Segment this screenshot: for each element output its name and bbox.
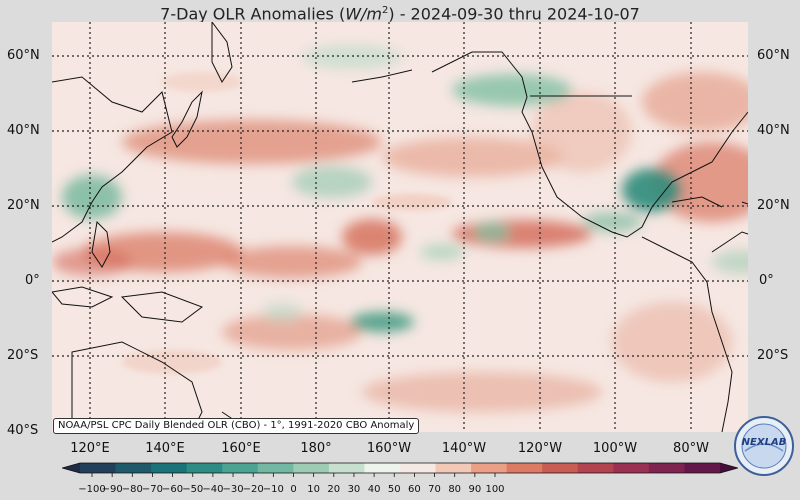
colorbar-segment [328, 463, 365, 473]
lat-label-left-20n: 20°N [7, 198, 40, 213]
colorbar-segment [471, 463, 508, 473]
logo-text: NEXLAB [742, 437, 787, 448]
nexlab-logo: NEXLAB [734, 416, 794, 476]
colorbar-segment [257, 463, 294, 473]
colorbar-tick-label: −70 [141, 484, 163, 495]
lat-label-left-60n: 60°N [7, 48, 40, 63]
colorbar-outline [62, 462, 738, 474]
colorbar-tick-label: 30 [347, 484, 361, 495]
lon-label-140w: 140°W [441, 441, 487, 456]
colorbar-tick-label: 40 [367, 484, 381, 495]
colorbar-tick-label: 20 [327, 484, 341, 495]
anomaly-field [52, 45, 748, 412]
lat-label-left-40s: 40°S [7, 423, 39, 438]
colorbar-extend-high [720, 463, 738, 473]
lat-label-right-eq: 0° [759, 273, 774, 288]
colorbar-segment [222, 463, 259, 473]
colorbar-segment [364, 463, 401, 473]
colorbar-tick-label: 90 [468, 484, 482, 495]
colorbar-tick-label: −60 [162, 484, 184, 495]
colorbar-segment [506, 463, 543, 473]
colorbar-segment [400, 463, 437, 473]
colorbar-extend-low [62, 463, 80, 473]
colorbar-tick-label: −30 [222, 484, 244, 495]
colorbar-tick-label: −20 [242, 484, 264, 495]
lat-label-right-60n: 60°N [757, 48, 790, 63]
colorbar-segment [684, 463, 721, 473]
colorbar-tick-label: 10 [307, 484, 321, 495]
colorbar-tick-label: −100 [78, 484, 106, 495]
colorbar-tick-label: −10 [262, 484, 284, 495]
colorbar-segment [577, 463, 614, 473]
colorbar-segment [80, 463, 117, 473]
colorbar-tick-label: 100 [485, 484, 505, 495]
colorbar-segment [151, 463, 188, 473]
lat-label-right-40n: 40°N [757, 123, 790, 138]
lat-label-left-20s: 20°S [7, 348, 39, 363]
lat-label-left-40n: 40°N [7, 123, 40, 138]
colorbar [62, 462, 738, 477]
colorbar-tick-label: −40 [202, 484, 224, 495]
map-title: 7-Day OLR Anomalies (W/m2) - 2024-09-30 … [160, 4, 640, 24]
colorbar-tick-label: −80 [121, 484, 143, 495]
colorbar-tick-label: 0 [290, 484, 297, 495]
colorbar-segment [115, 463, 152, 473]
lon-label-160w: 160°W [366, 441, 412, 456]
lon-label-80w: 80°W [673, 441, 709, 456]
colorbar-tick-label: 70 [428, 484, 441, 495]
colorbar-segment [435, 463, 472, 473]
colorbar-tick-label: 60 [408, 484, 421, 495]
colorbar-segment [613, 463, 650, 473]
lon-label-120w: 120°W [517, 441, 563, 456]
data-source-credit: NOAA/PSL CPC Daily Blended OLR (CBO) - 1… [53, 418, 420, 434]
lon-label-120e: 120°E [70, 441, 110, 456]
lat-label-left-eq: 0° [25, 273, 40, 288]
colorbar-tick-label: 80 [448, 484, 462, 495]
lat-label-right-20s: 20°S [757, 348, 789, 363]
lon-label-180: 180° [300, 441, 332, 456]
colorbar-tick-label: −90 [101, 484, 123, 495]
anomaly-map [52, 22, 748, 432]
lon-label-100w: 100°W [592, 441, 638, 456]
colorbar-segment [542, 463, 579, 473]
lat-label-right-20n: 20°N [757, 198, 790, 213]
colorbar-tick-label: 50 [387, 484, 401, 495]
colorbar-segment [293, 463, 330, 473]
colorbar-segment [186, 463, 223, 473]
lon-label-160e: 160°E [221, 441, 261, 456]
colorbar-segment [648, 463, 685, 473]
lon-label-140e: 140°E [145, 441, 185, 456]
graticule [52, 22, 748, 432]
colorbar-tick-label: −50 [182, 484, 204, 495]
